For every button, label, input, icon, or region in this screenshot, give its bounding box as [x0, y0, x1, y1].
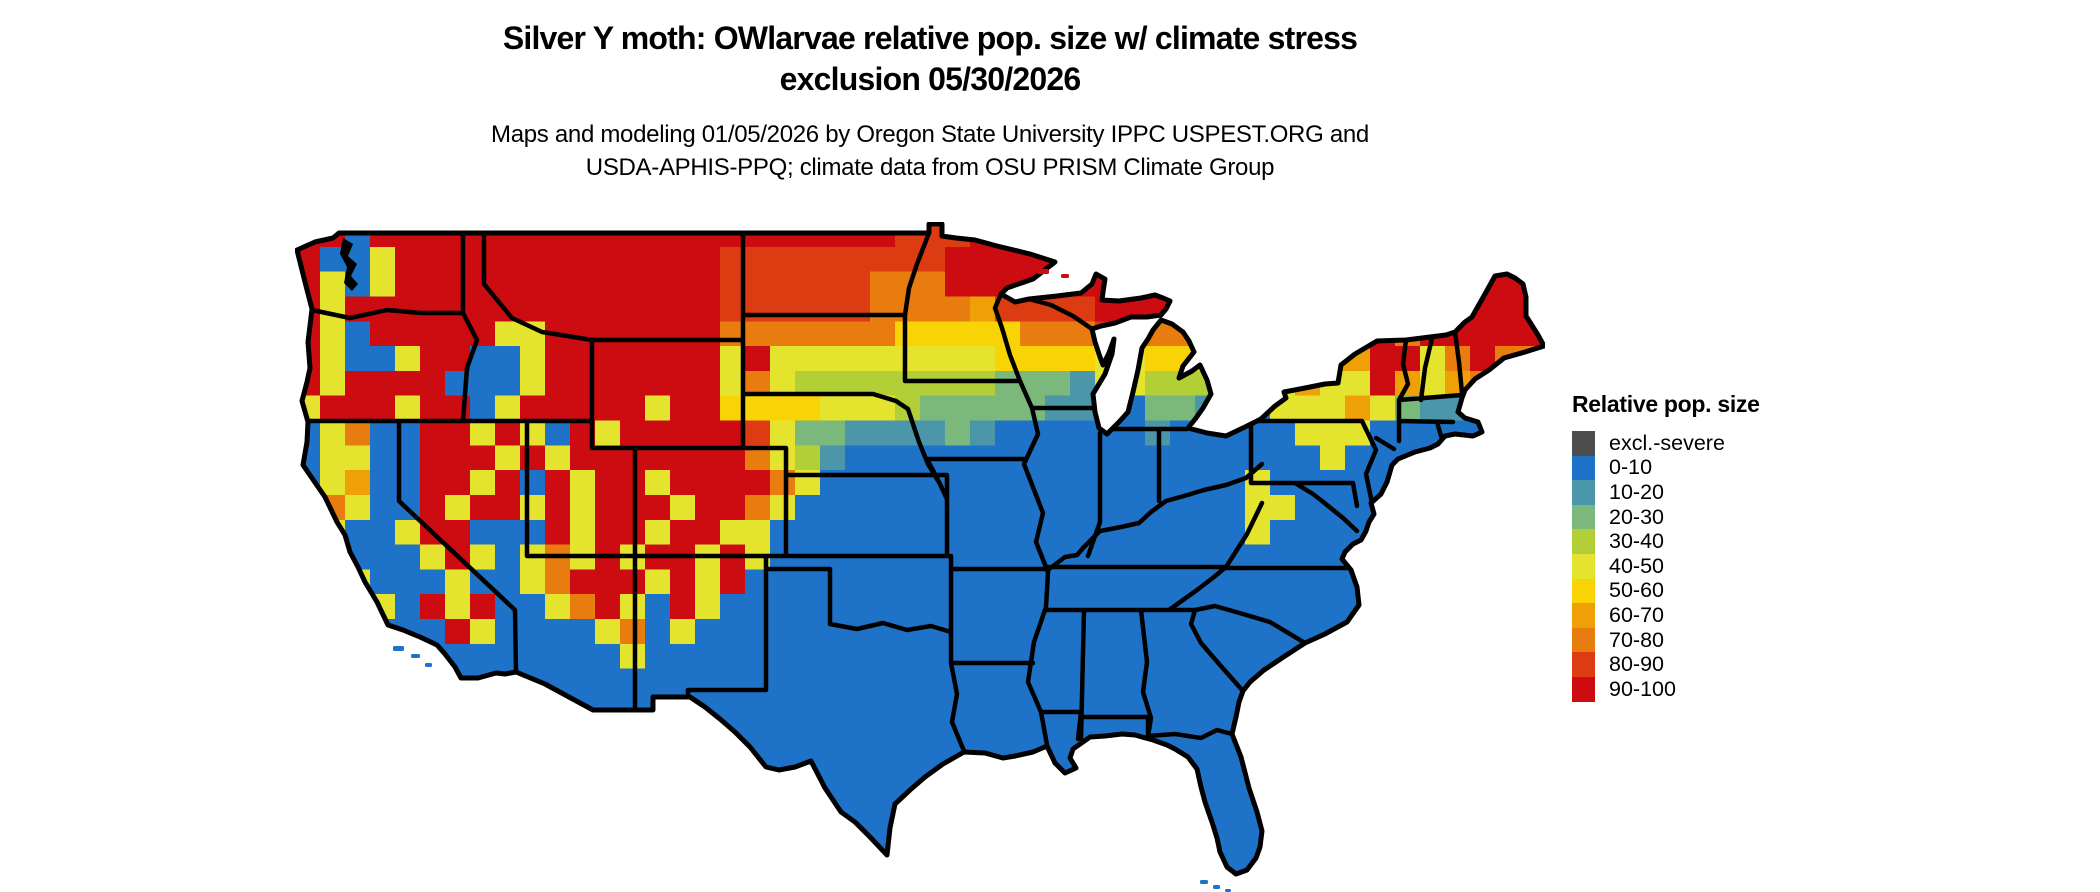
legend-swatch-70-80 — [1572, 627, 1595, 653]
legend-swatch-40-50 — [1572, 553, 1595, 579]
island-specks — [393, 269, 1231, 892]
legend-label: 40-50 — [1609, 553, 1664, 578]
superior-island — [1061, 274, 1069, 278]
legend-swatch-excl.-severe — [1572, 431, 1595, 456]
legend-label: 60-70 — [1609, 602, 1664, 627]
legend-swatch-10-20 — [1572, 480, 1595, 505]
legend-item: 0-10 — [1572, 455, 1792, 481]
channel-island — [411, 654, 420, 658]
legend-item: excl.-severe — [1572, 431, 1792, 456]
legend: Relative pop. size excl.-severe 0-10 10-20… — [1572, 391, 1792, 702]
legend-label: excl.-severe — [1609, 430, 1725, 455]
map-title-line-1: Silver Y moth: OWlarvae relative pop. si… — [502, 20, 1358, 56]
legend-item: 90-100 — [1572, 677, 1792, 702]
legend-label: 0-10 — [1609, 455, 1653, 480]
legend-swatch-20-30 — [1572, 504, 1595, 530]
state-borders — [305, 230, 1465, 754]
puget-sound — [340, 238, 358, 291]
map-subtitle-line-1: Maps and modeling 01/05/2026 by Oregon S… — [491, 121, 1369, 148]
us-outline — [295, 222, 1545, 877]
legend-swatch-50-60 — [1572, 578, 1595, 604]
legend-items: excl.-severe 0-10 10-20 20-30 30-40 40-50 50-6… — [1572, 431, 1792, 702]
legend-item: 80-90 — [1572, 652, 1792, 677]
legend-label: 70-80 — [1609, 627, 1664, 652]
legend-item: 70-80 — [1572, 628, 1792, 653]
legend-label: 80-90 — [1609, 652, 1664, 677]
us-map — [295, 222, 1545, 892]
legend-label: 30-40 — [1609, 529, 1664, 554]
florida-key — [1200, 880, 1208, 884]
legend-label: 90-100 — [1609, 676, 1676, 701]
florida-key — [1225, 889, 1231, 892]
legend-swatch-30-40 — [1572, 529, 1595, 554]
legend-swatch-80-90 — [1572, 652, 1595, 677]
map-title-line-2: exclusion 05/30/2026 — [779, 61, 1081, 97]
legend-item: 60-70 — [1572, 603, 1792, 628]
legend-label: 50-60 — [1609, 578, 1664, 603]
legend-label: 10-20 — [1609, 479, 1664, 504]
legend-swatch-0-10 — [1572, 455, 1595, 481]
legend-label: 20-30 — [1609, 504, 1664, 529]
florida-key — [1213, 885, 1220, 889]
legend-item: 40-50 — [1572, 554, 1792, 579]
legend-item: 30-40 — [1572, 529, 1792, 554]
channel-island — [393, 646, 404, 651]
channel-island — [425, 663, 432, 667]
chart-header: Silver Y moth: OWlarvae relative pop. si… — [0, 18, 1860, 100]
legend-swatch-60-70 — [1572, 603, 1595, 628]
map-subtitle-line-2: USDA-APHIS-PPQ; climate data from OSU PR… — [585, 154, 1275, 181]
legend-title: Relative pop. size — [1572, 391, 1760, 417]
superior-island — [1037, 269, 1049, 274]
legend-item: 20-30 — [1572, 505, 1792, 530]
legend-item: 10-20 — [1572, 480, 1792, 505]
chart-subtitle: Maps and modeling 01/05/2026 by Oregon S… — [0, 118, 1860, 184]
legend-swatch-90-100 — [1572, 676, 1595, 702]
legend-item: 50-60 — [1572, 578, 1792, 604]
